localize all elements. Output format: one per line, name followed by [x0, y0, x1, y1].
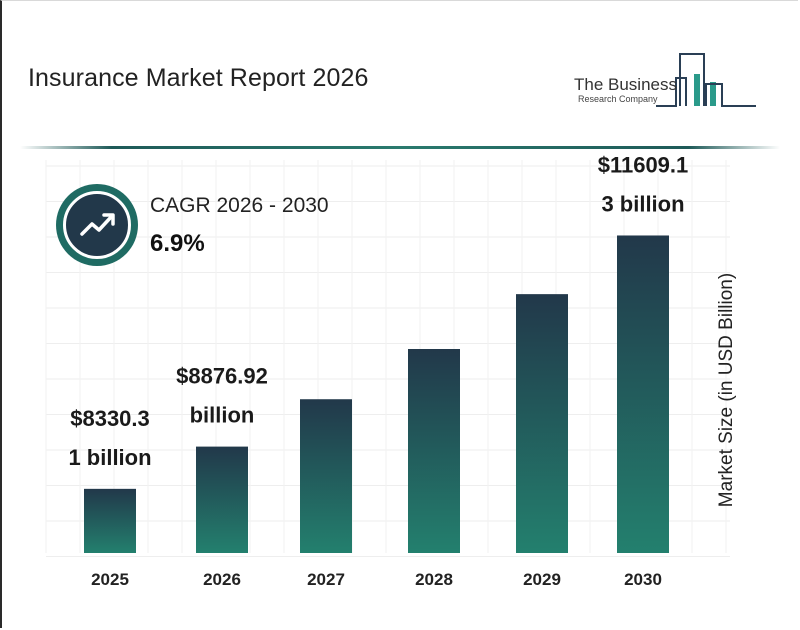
cagr-label: CAGR 2026 - 2030 [150, 194, 329, 217]
y-axis-label: Market Size (in USD Billion) [716, 272, 737, 508]
data-label-2030: $11609.1 [598, 152, 689, 177]
bar-2025 [84, 488, 136, 553]
cagr-badge [56, 184, 138, 266]
x-tick-2026: 2026 [203, 570, 241, 589]
trend-up-icon [80, 213, 115, 236]
bar-2030 [617, 235, 669, 553]
logo-name: The Business [574, 75, 677, 94]
x-tick-2030: 2030 [624, 570, 662, 589]
company-logo: The Business Research Company [566, 50, 766, 114]
logo-subname: Research Company [578, 94, 658, 104]
data-label-2026: $8876.92 [176, 364, 268, 389]
header-divider [20, 146, 780, 149]
bar-2026 [196, 446, 248, 553]
bar-2027 [300, 399, 352, 553]
x-tick-2028: 2028 [415, 570, 453, 589]
x-tick-2027: 2027 [307, 570, 345, 589]
logo-graphic-icon [656, 53, 756, 107]
report-title: Insurance Market Report 2026 [28, 64, 369, 92]
data-label-2026: billion [190, 403, 255, 428]
bar-2028 [408, 349, 460, 553]
data-label-2030: 3 billion [601, 191, 684, 216]
cagr-value: 6.9% [150, 230, 205, 257]
x-tick-2025: 2025 [91, 570, 129, 589]
data-label-2025: $8330.3 [70, 406, 150, 431]
data-label-2025: 1 billion [68, 445, 151, 470]
x-tick-2029: 2029 [523, 570, 561, 589]
bar-2029 [516, 294, 568, 553]
